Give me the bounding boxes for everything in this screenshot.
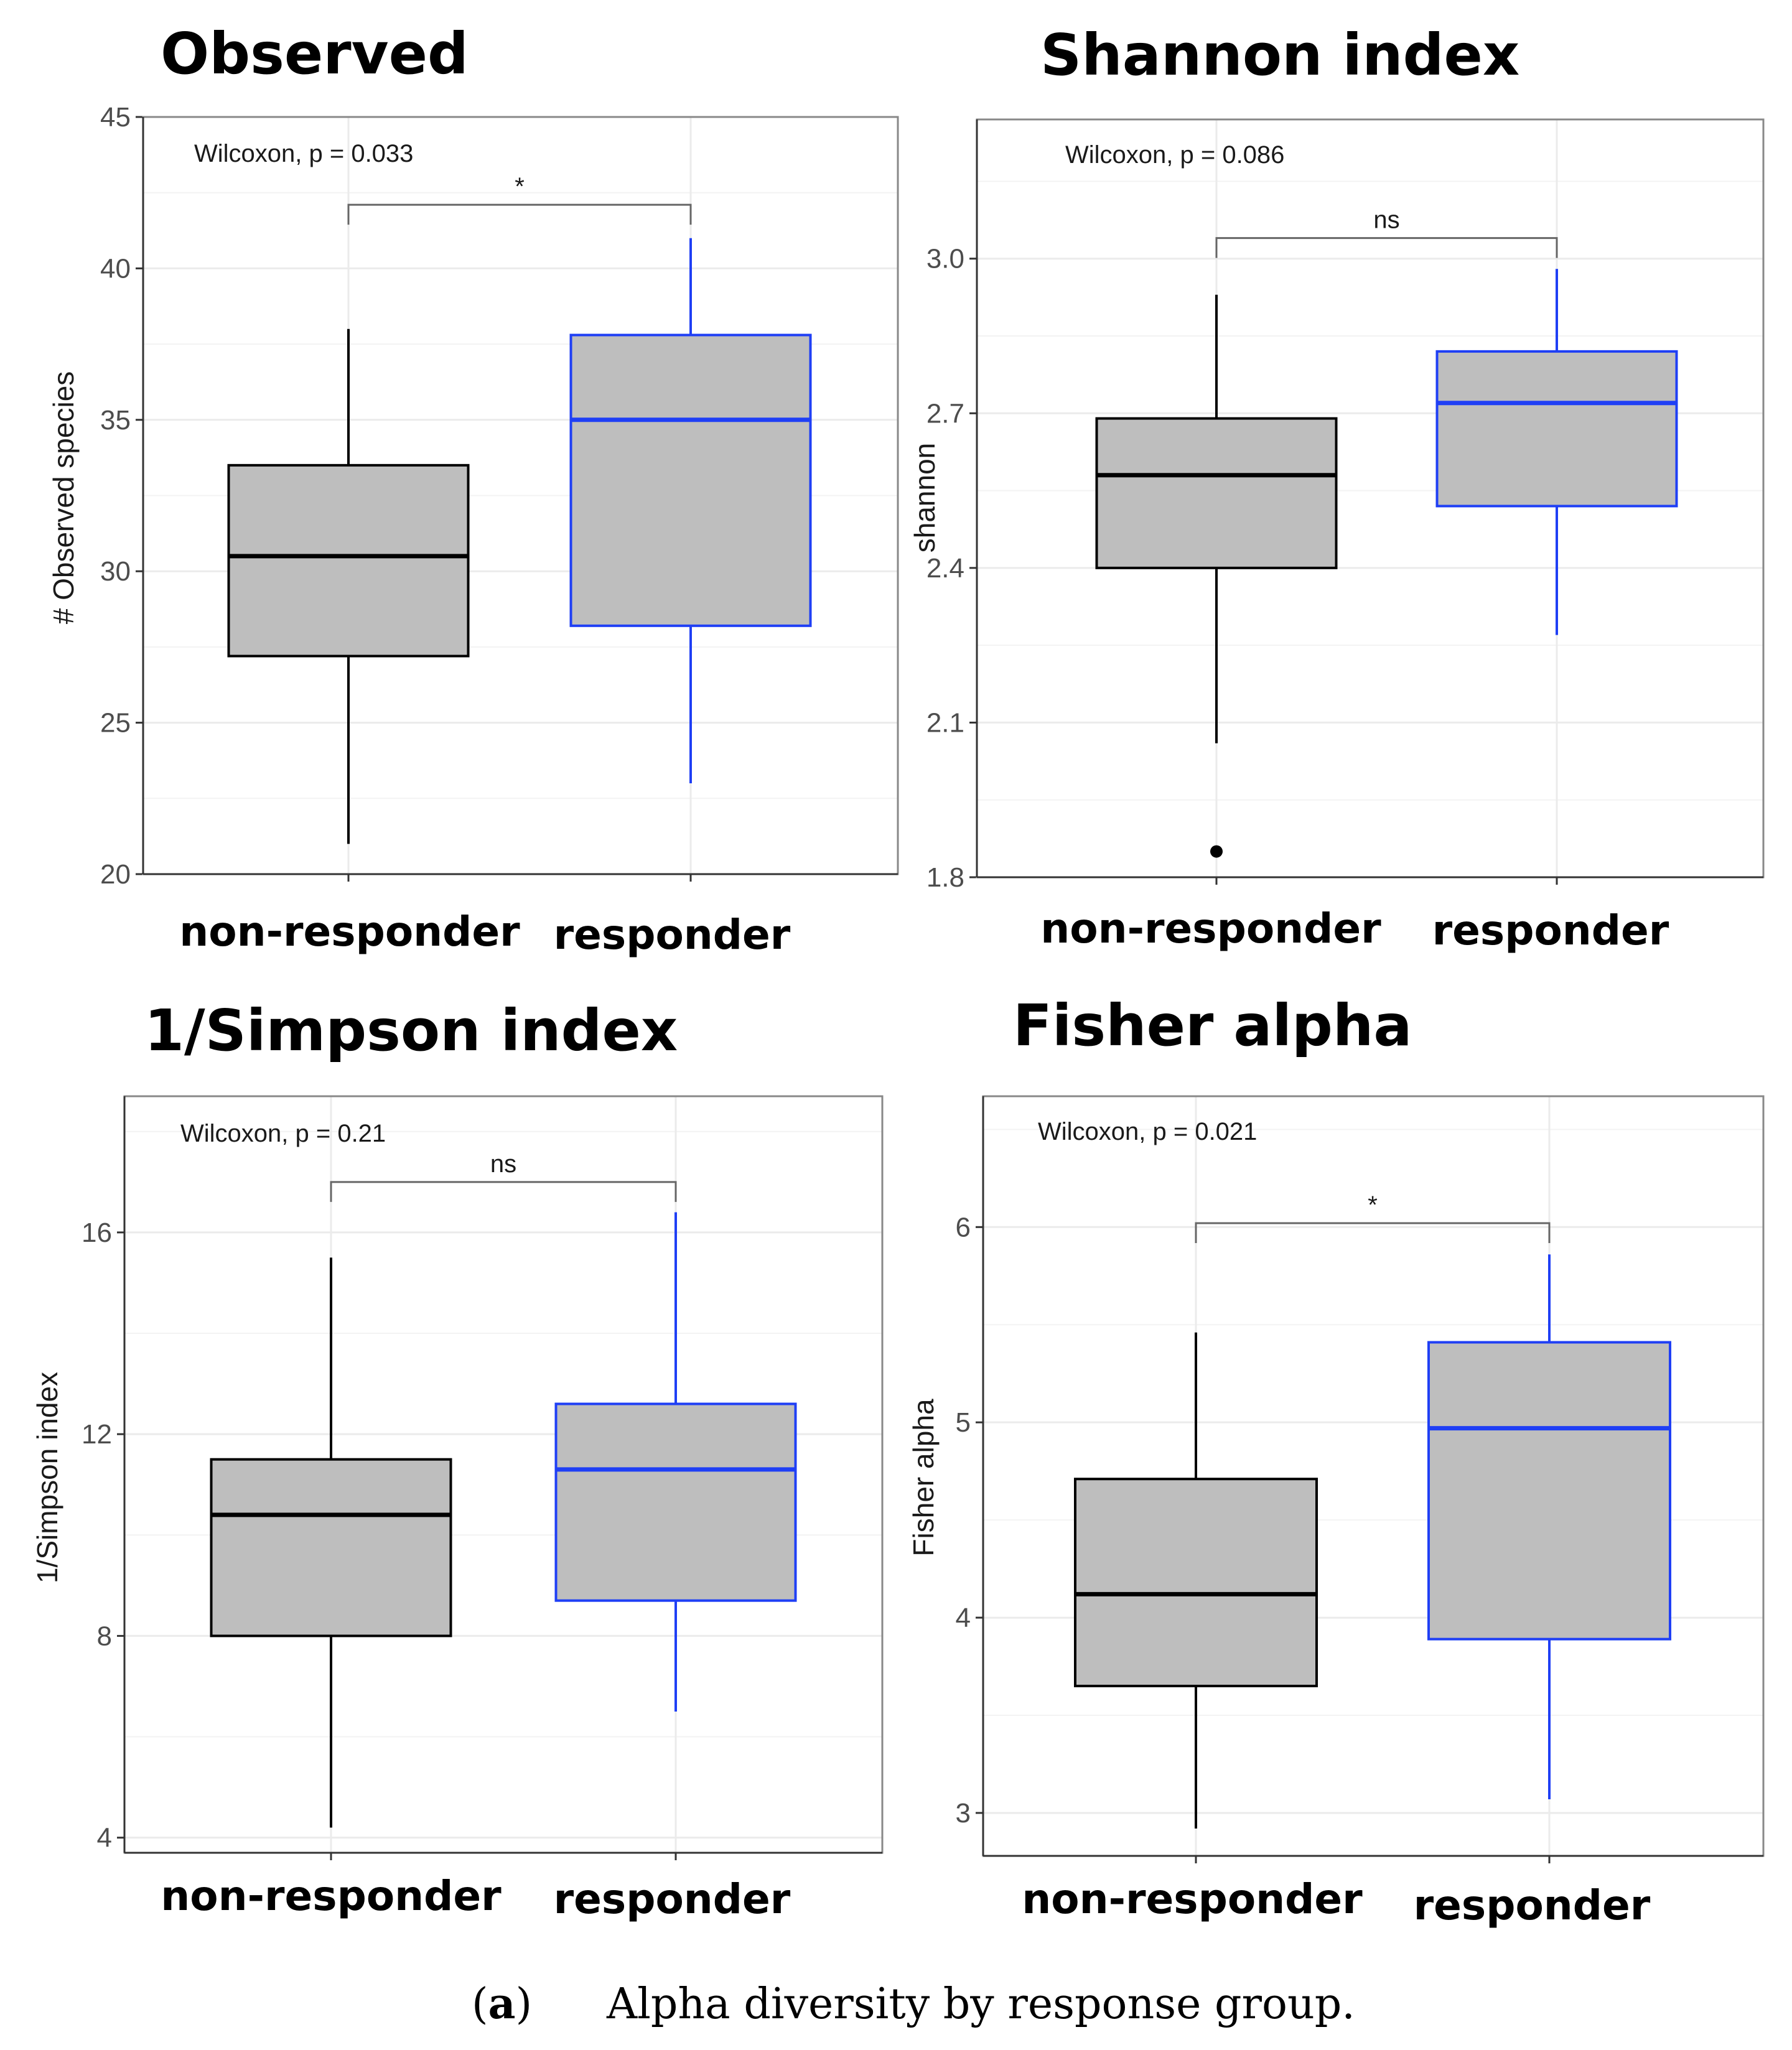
y-axis-label: # Observed species: [47, 371, 80, 625]
caption-label-open: (: [472, 1980, 488, 2029]
panel-title: 1/Simpson index: [144, 997, 678, 1064]
box-responder: [1435, 269, 1678, 635]
y-tick-label: 45: [100, 102, 131, 133]
iqr-box: [1095, 417, 1338, 569]
caption-text: Alpha diversity by response group.: [606, 1980, 1355, 2029]
significance-label: ns: [490, 1150, 516, 1178]
box-non-responder: [1074, 1332, 1318, 1829]
x-category-label-non-responder: non-responder: [1040, 905, 1381, 953]
y-tick-label: 20: [100, 859, 131, 890]
box-non-responder: [1095, 294, 1338, 858]
y-tick-label: 1.8: [926, 862, 964, 893]
y-tick-label: 30: [100, 556, 131, 587]
outlier-point: [1210, 845, 1223, 858]
significance-label: *: [515, 173, 525, 200]
panel-title: Fisher alpha: [1013, 992, 1412, 1059]
y-tick-label: 6: [956, 1212, 971, 1242]
x-category-label-non-responder: non-responder: [179, 908, 520, 956]
x-category-label-responder: responder: [1432, 906, 1669, 954]
y-tick-label: 3.0: [926, 244, 964, 274]
significance-bracket: [330, 1181, 677, 1202]
y-axis-label: Fisher alpha: [907, 1399, 940, 1557]
significance-bracket: [1195, 1222, 1551, 1244]
figure-caption: (a) Alpha diversity by response group.: [472, 1979, 1355, 2029]
iqr-box: [1427, 1341, 1671, 1641]
y-tick-label: 4: [97, 1823, 112, 1853]
y-tick-label: 3: [956, 1798, 971, 1829]
wilcoxon-note: Wilcoxon, p = 0.021: [1038, 1118, 1257, 1145]
x-category-label-responder: responder: [554, 1875, 791, 1923]
panel-shannon: Shannon index shannon 1.8 2.1 2.4 2.7 3.0 no…: [908, 22, 1765, 954]
y-tick-label: 25: [100, 708, 131, 738]
iqr-box: [569, 333, 812, 627]
y-tick-label: 12: [82, 1419, 112, 1450]
y-tick-label: 8: [97, 1621, 112, 1651]
iqr-box: [227, 464, 470, 658]
caption-label-close: ): [516, 1980, 533, 2029]
panel-title: Observed: [161, 21, 469, 87]
box-non-responder: [227, 328, 470, 844]
box-responder: [569, 238, 812, 783]
y-tick-label: 2.4: [926, 553, 964, 584]
y-tick-label: 4: [956, 1603, 971, 1633]
significance-bracket: [347, 203, 692, 225]
x-category-label-non-responder: non-responder: [161, 1872, 502, 1920]
x-category-label-responder: responder: [554, 911, 791, 959]
caption-label: (a): [472, 1979, 532, 2029]
significance-label: *: [1368, 1191, 1378, 1219]
bracket-line: [1215, 237, 1558, 258]
box-non-responder: [210, 1257, 452, 1828]
x-category-label-responder: responder: [1414, 1881, 1651, 1929]
significance-label: ns: [1373, 207, 1399, 234]
y-tick-label: 16: [82, 1218, 112, 1248]
panel-title: Shannon index: [1040, 22, 1519, 88]
y-tick-label: 35: [100, 405, 131, 436]
y-tick-label: 40: [100, 253, 131, 284]
iqr-box: [1074, 1478, 1318, 1687]
wilcoxon-note: Wilcoxon, p = 0.033: [194, 140, 413, 167]
iqr-box: [210, 1458, 452, 1638]
y-tick-label: 2.7: [926, 398, 964, 429]
wilcoxon-note: Wilcoxon, p = 0.21: [180, 1120, 386, 1147]
y-tick-label: 5: [956, 1407, 971, 1438]
wilcoxon-note: Wilcoxon, p = 0.086: [1065, 141, 1284, 169]
x-category-label-non-responder: non-responder: [1022, 1875, 1363, 1923]
box-responder: [1427, 1254, 1671, 1799]
panel-inverse-simpson: 1/Simpson index 1/Simpson index 4 8 12 16 n…: [31, 997, 884, 1923]
panel-fisher-alpha: Fisher alpha Fisher alpha 3 4 5 6 non-respo…: [907, 992, 1765, 1929]
significance-bracket: [1215, 237, 1558, 258]
caption-label-letter: a: [488, 1979, 516, 2029]
iqr-box: [1435, 350, 1678, 508]
box-responder: [554, 1212, 797, 1712]
y-axis-label: 1/Simpson index: [31, 1372, 63, 1583]
iqr-box: [554, 1402, 797, 1602]
bracket-line: [330, 1181, 677, 1202]
y-axis-label: shannon: [908, 443, 941, 553]
y-tick-label: 2.1: [926, 707, 964, 738]
bracket-line: [347, 203, 692, 225]
bracket-line: [1195, 1222, 1551, 1244]
panel-observed: Observed # Observed species 20 25 30 35 40 45…: [47, 21, 899, 959]
